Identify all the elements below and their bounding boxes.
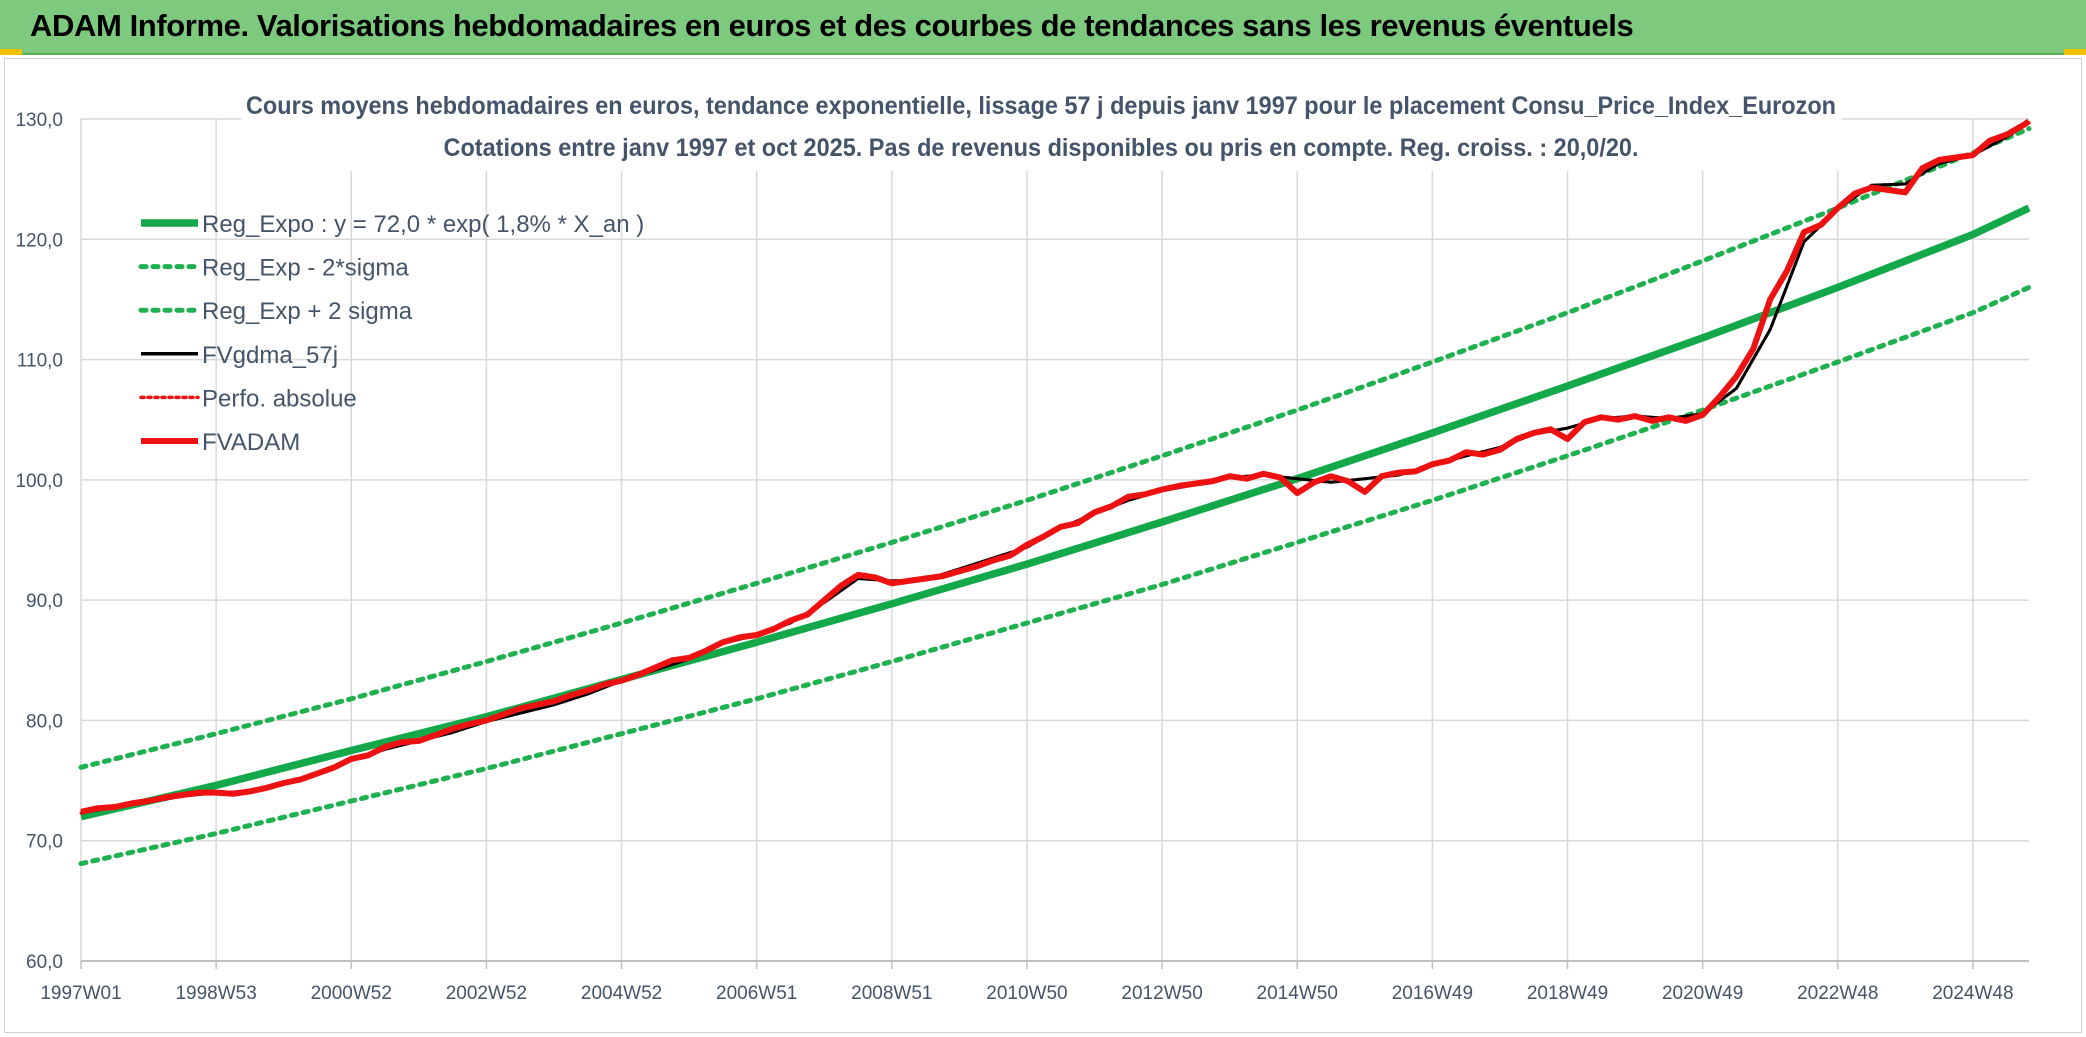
x-tick-label: 2022W48 [1797, 983, 1878, 1004]
x-tick-label: 2024W48 [1932, 983, 2013, 1004]
x-tick-label: 2020W49 [1662, 983, 1743, 1004]
title-layer: Cours moyens hebdomadaires en euros, ten… [241, 85, 1841, 171]
x-tick-label: 2018W49 [1527, 983, 1608, 1004]
legend-label: FVADAM [202, 429, 300, 456]
x-tick-label: 2008W51 [851, 983, 932, 1004]
y-tick-label: 70,0 [26, 832, 63, 853]
x-tick-label: 2000W52 [311, 983, 392, 1004]
y-tick-label: 100,0 [15, 471, 63, 492]
legend-label: Reg_Expo : y = 72,0 * exp( 1,8% * X_an ) [202, 211, 644, 238]
x-tick-label: 2016W49 [1392, 983, 1473, 1004]
x-tick-label: 2010W50 [986, 983, 1067, 1004]
x-tick-label: 2002W52 [446, 983, 527, 1004]
x-tick-label: 2004W52 [581, 983, 662, 1004]
y-tick-label: 120,0 [15, 230, 63, 251]
legend-label: Reg_Exp + 2 sigma [202, 298, 413, 325]
axis-layer: 60,0 70,0 80,0 90,0 100,0 110,0 120,0 130,0 1997… [15, 110, 2029, 1004]
y-tick-label: 130,0 [15, 110, 63, 131]
series-line [78, 126, 2032, 770]
y-tick-label: 60,0 [26, 952, 63, 973]
series-layer [78, 118, 2032, 867]
corner-accent-right [2064, 49, 2086, 55]
legend-label: Perfo. absolue [202, 385, 357, 412]
series-line [78, 284, 2032, 867]
chart-subtitle: Cotations entre janv 1997 et oct 2025. P… [444, 134, 1639, 162]
chart-frame: 60,0 70,0 80,0 90,0 100,0 110,0 120,0 130,0 1997… [4, 58, 2082, 1033]
y-tick-label: 90,0 [26, 591, 63, 612]
series-line [80, 118, 2031, 815]
x-tick-label: 1998W53 [175, 983, 256, 1004]
x-tick-label: 2006W51 [716, 983, 797, 1004]
x-tick-label: 2014W50 [1257, 983, 1338, 1004]
x-tick-label: 2012W50 [1121, 983, 1202, 1004]
title-banner: ADAM Informe. Valorisations hebdomadaire… [0, 0, 2086, 55]
legend-label: Reg_Exp - 2*sigma [202, 255, 409, 282]
legend: Reg_Expo : y = 72,0 * exp( 1,8% * X_an )… [138, 211, 644, 456]
y-tick-label: 80,0 [26, 711, 63, 732]
x-tick-label: 1997W01 [40, 983, 121, 1004]
chart-title: Cours moyens hebdomadaires en euros, ten… [246, 92, 1836, 120]
series-line [80, 204, 2031, 821]
grid-layer [80, 118, 2029, 962]
chart: 60,0 70,0 80,0 90,0 100,0 110,0 120,0 130,0 1997… [15, 85, 2032, 1004]
y-tick-label: 110,0 [17, 351, 63, 372]
banner-title: ADAM Informe. Valorisations hebdomadaire… [30, 8, 1634, 43]
legend-label: FVgdma_57j [202, 342, 338, 369]
corner-accent-left [0, 49, 22, 55]
